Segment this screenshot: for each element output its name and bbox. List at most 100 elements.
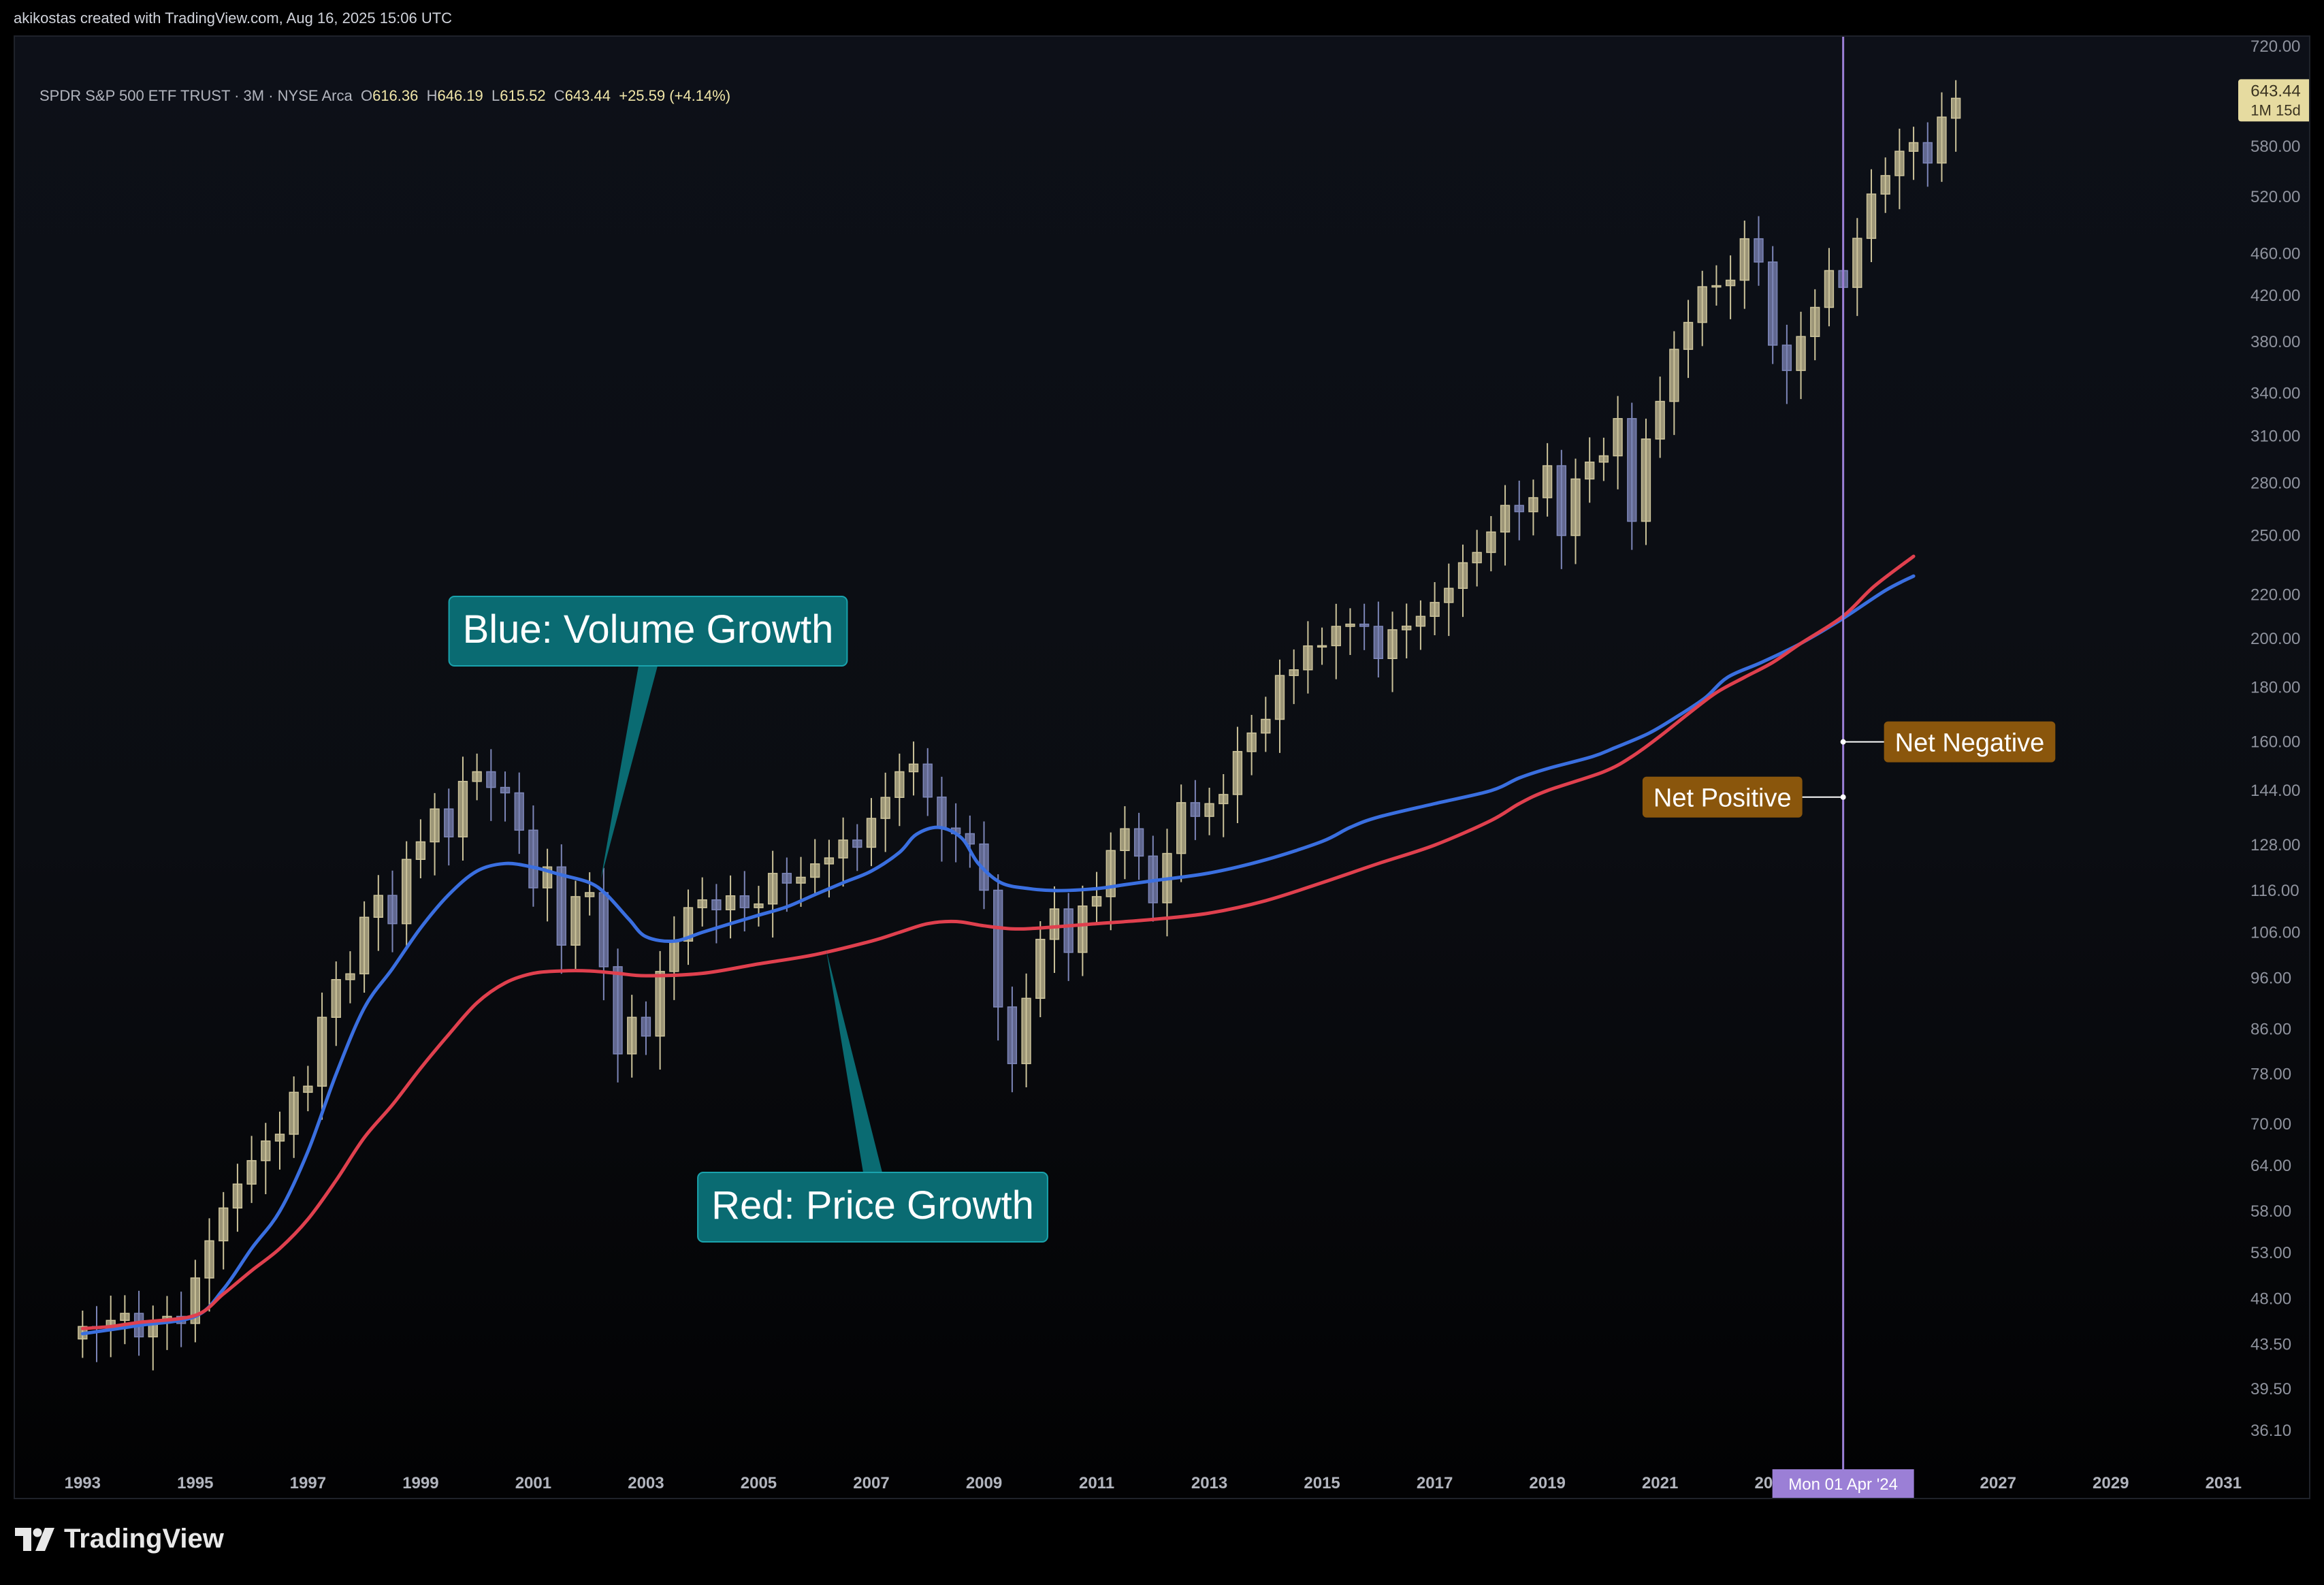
candle-body xyxy=(1133,828,1144,857)
x-tick-label: 2013 xyxy=(1191,1474,1227,1492)
candle-body xyxy=(1105,850,1116,897)
candle xyxy=(148,1305,158,1371)
candle-body xyxy=(655,971,665,1037)
candle-body xyxy=(345,973,355,980)
candle-body xyxy=(528,829,538,888)
annotation-pointer xyxy=(826,950,882,1172)
candle xyxy=(1359,603,1370,650)
y-tick-label: 144.00 xyxy=(2250,782,2300,800)
y-tick-label: 310.00 xyxy=(2250,427,2300,445)
y-tick-label: 420.00 xyxy=(2250,287,2300,305)
candle-body xyxy=(1120,828,1130,852)
candle xyxy=(1472,530,1482,587)
candle-body xyxy=(457,780,468,837)
y-tick-label: 340.00 xyxy=(2250,385,2300,403)
candle xyxy=(1725,255,1736,319)
candle xyxy=(556,844,566,974)
y-tick-label: 250.00 xyxy=(2250,527,2300,545)
candle xyxy=(1824,248,1835,327)
candle xyxy=(1894,129,1905,210)
candle-body xyxy=(402,859,412,925)
candle xyxy=(1613,396,1623,490)
candle-body xyxy=(1739,238,1749,281)
crosshair-date-text: Mon 01 Apr '24 xyxy=(1788,1475,1898,1494)
candle-body xyxy=(767,873,778,905)
y-tick-label: 520.00 xyxy=(2250,188,2300,206)
candle xyxy=(1402,603,1412,659)
candle-body xyxy=(781,873,792,884)
candle-body xyxy=(1444,588,1454,603)
chart-pane[interactable]: Blue: Volume Growth Red: Price Growth Net … xyxy=(14,35,2310,1499)
candle-body xyxy=(1303,645,1313,671)
chart-svg[interactable]: Blue: Volume Growth Red: Price Growth Net … xyxy=(15,37,2309,1498)
x-tick-label: 1999 xyxy=(402,1474,438,1492)
candle-body xyxy=(1542,465,1553,498)
candle xyxy=(1542,443,1553,517)
candle xyxy=(1190,780,1201,840)
candle-body xyxy=(1246,732,1257,752)
candles-layer xyxy=(78,80,1961,1371)
tradingview-logo[interactable]: TradingView xyxy=(15,1524,224,1554)
candle xyxy=(1514,480,1524,541)
candle xyxy=(1585,437,1595,503)
candle-body xyxy=(1035,938,1046,999)
candle-body xyxy=(1387,629,1398,659)
y-tick-label: 43.50 xyxy=(2250,1335,2291,1354)
candle-body xyxy=(965,833,975,845)
note-anchor-dot xyxy=(1840,739,1846,745)
y-tick-label: 70.00 xyxy=(2250,1115,2291,1134)
x-tick-label: 2019 xyxy=(1529,1474,1565,1492)
candle-body xyxy=(1261,718,1271,734)
candle xyxy=(781,857,792,912)
legend-high-label: H xyxy=(426,87,438,104)
candle-body xyxy=(641,1016,651,1037)
annotation-pointer xyxy=(600,666,658,879)
candle-body xyxy=(697,899,707,908)
candle-body xyxy=(937,796,947,829)
candle-body xyxy=(556,866,566,946)
candle-body xyxy=(1289,669,1299,676)
candle xyxy=(1274,659,1285,753)
candle-body xyxy=(796,876,806,884)
x-tick-label: 1997 xyxy=(290,1474,326,1492)
candle-body xyxy=(1810,306,1820,338)
candle xyxy=(1486,516,1496,572)
candle xyxy=(1091,871,1102,925)
candle xyxy=(1796,311,1806,400)
candle-body xyxy=(598,892,609,967)
candle-body xyxy=(415,841,426,861)
candle-body xyxy=(1007,1006,1018,1064)
x-tick-label: 2001 xyxy=(515,1474,551,1492)
candle xyxy=(1232,726,1243,823)
candle xyxy=(1457,544,1468,618)
crosshair-date-box xyxy=(1772,1469,1914,1498)
legend-open-label: O xyxy=(360,87,373,104)
candle xyxy=(303,1066,313,1112)
candle xyxy=(486,749,496,821)
candle-body xyxy=(922,763,933,798)
y-tick-label: 64.00 xyxy=(2250,1157,2291,1175)
annotation-text: Red: Price Growth xyxy=(711,1183,1034,1228)
candle-body xyxy=(204,1240,214,1279)
candle-body xyxy=(585,892,595,897)
candle xyxy=(500,771,511,822)
candle-body xyxy=(1866,193,1877,239)
price-tag-box xyxy=(2238,79,2309,122)
candle-body xyxy=(711,899,722,910)
candle xyxy=(669,916,679,1000)
candle xyxy=(1415,600,1426,650)
candle xyxy=(1739,221,1749,309)
candle-body xyxy=(908,763,919,773)
legend-close-label: C xyxy=(553,87,565,104)
candle xyxy=(1528,479,1538,536)
candle xyxy=(430,792,440,876)
candle-body xyxy=(1457,562,1468,589)
candle-body xyxy=(1697,286,1707,323)
y-tick-label: 58.00 xyxy=(2250,1202,2291,1221)
symbol-legend: SPDR S&P 500 ETF TRUST · 3M · NYSE Arca … xyxy=(39,87,730,105)
candle xyxy=(1007,987,1018,1093)
annotation-callout: Blue: Volume Growth xyxy=(448,596,848,879)
candle-body xyxy=(359,916,370,975)
candle xyxy=(1133,812,1144,880)
candle xyxy=(838,817,848,887)
